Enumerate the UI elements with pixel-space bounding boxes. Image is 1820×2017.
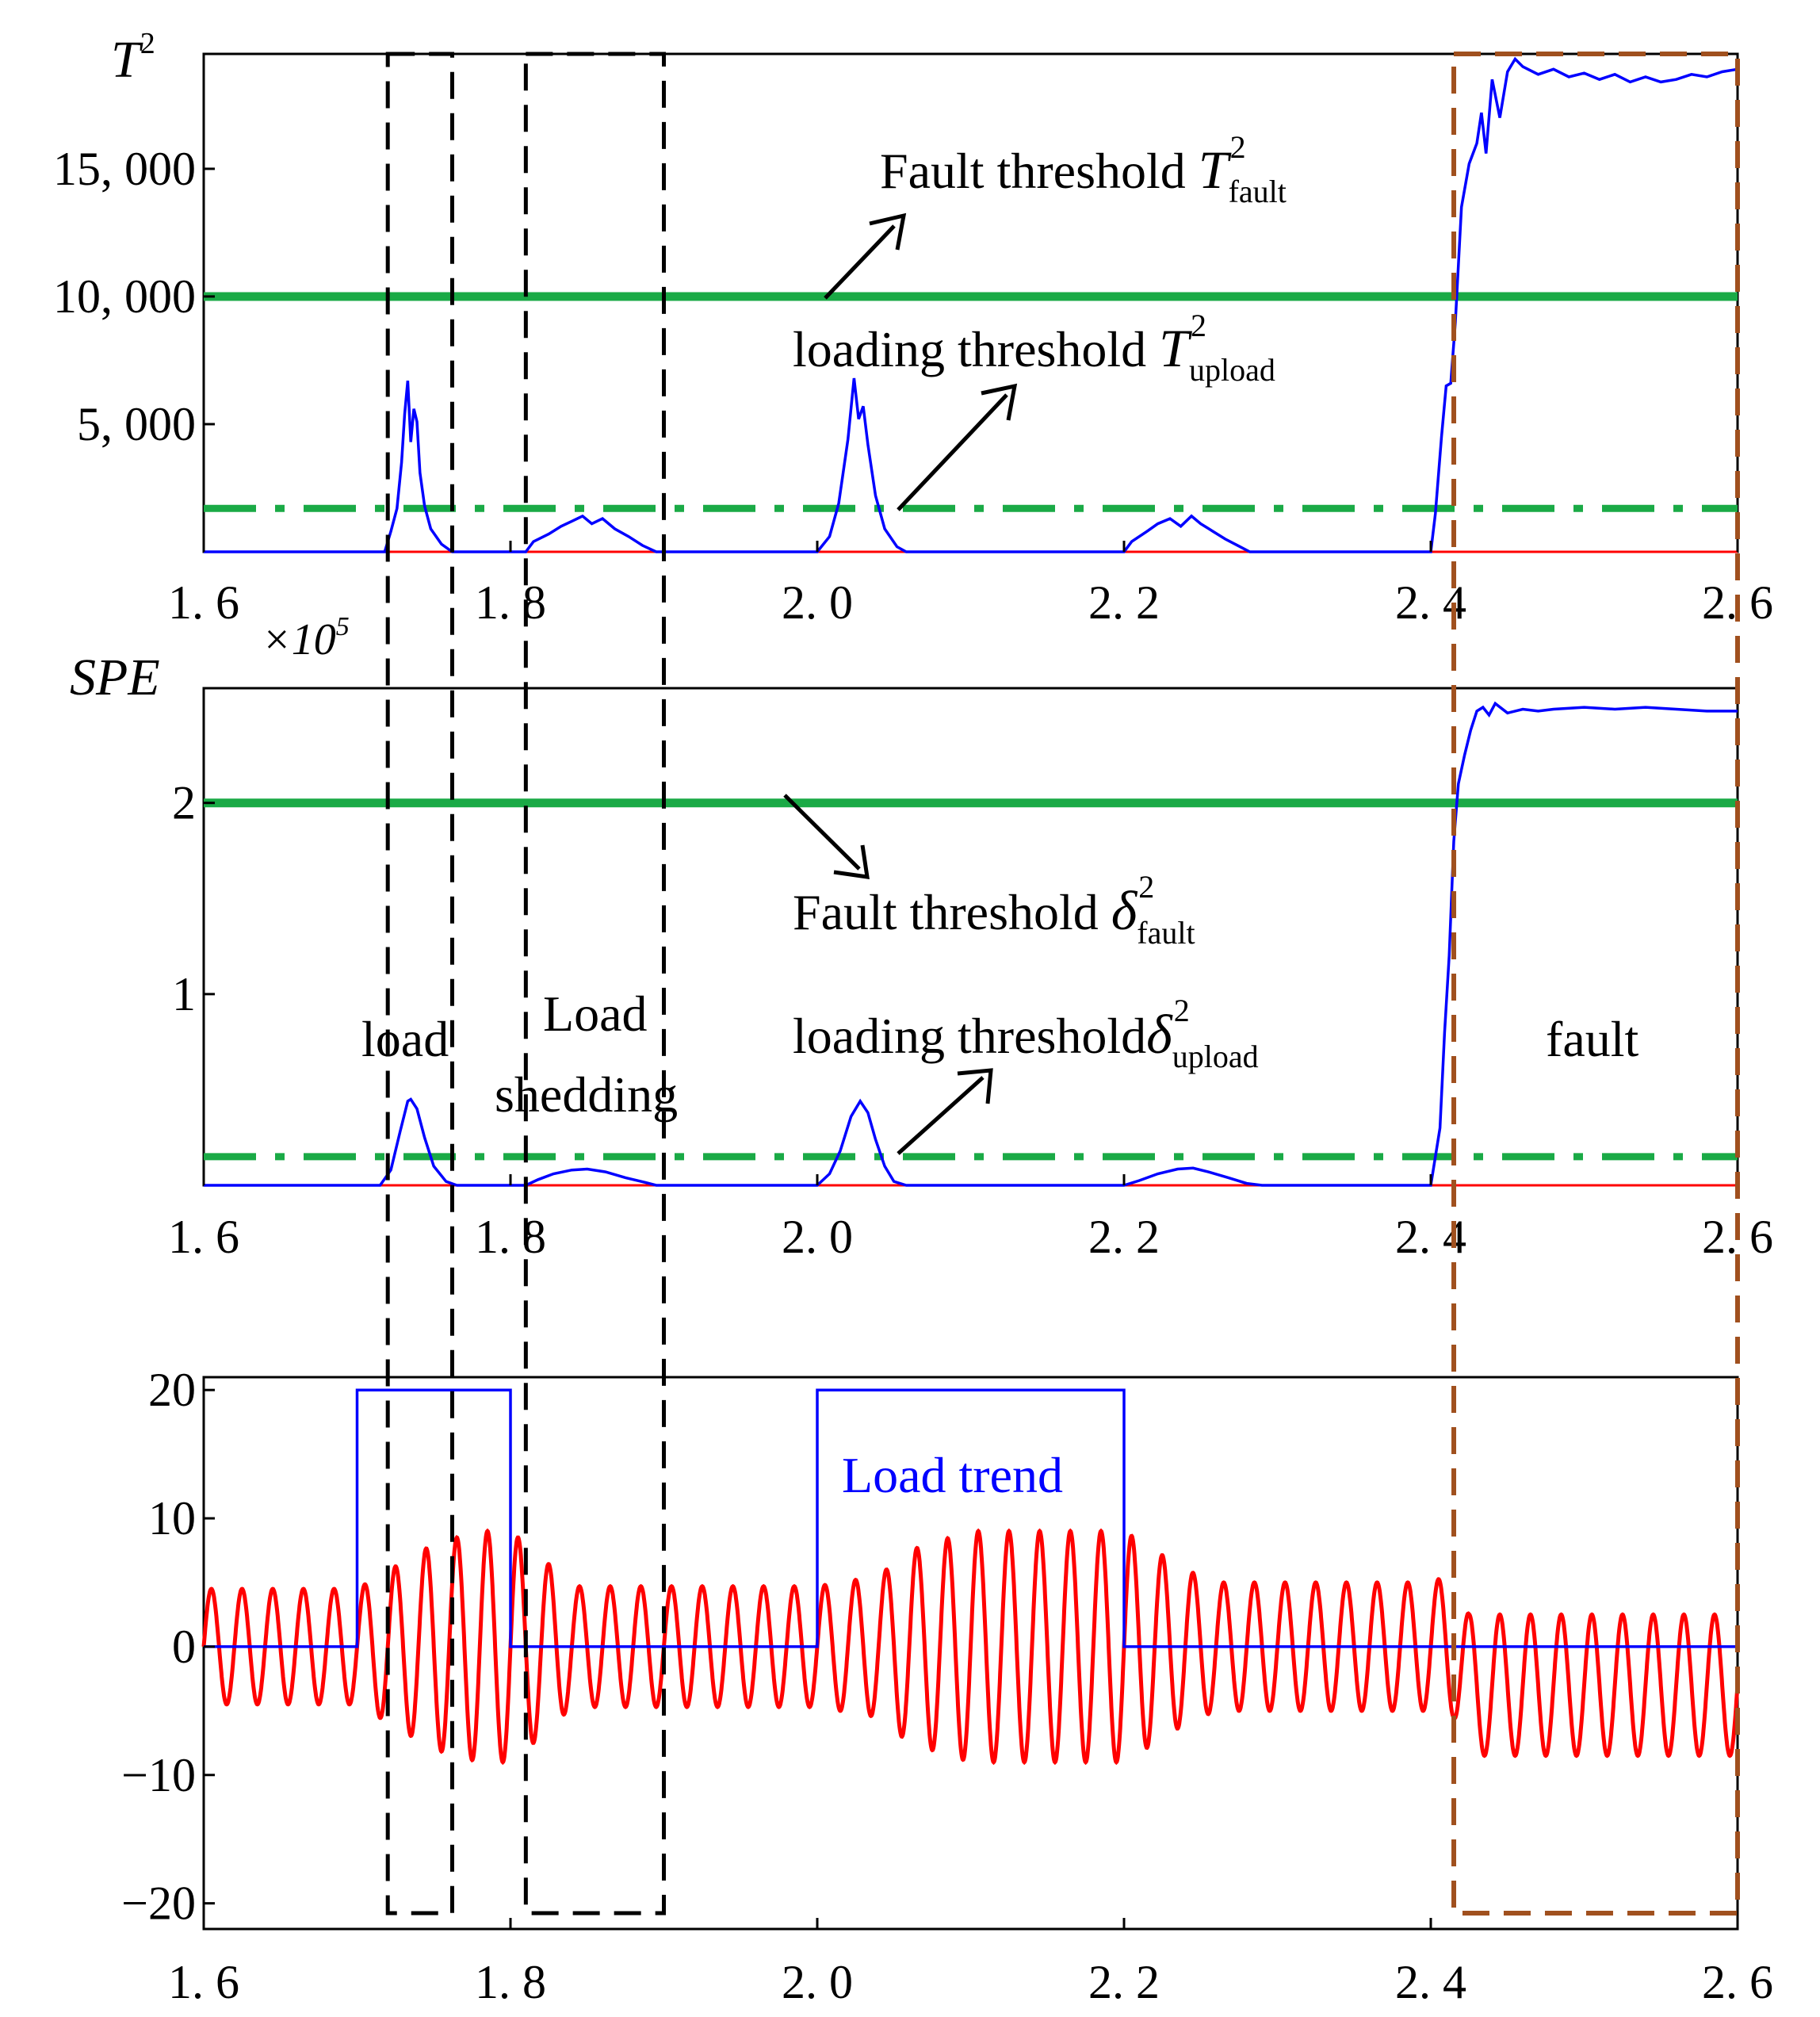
load-window-label: load <box>361 1011 449 1067</box>
t2-xtick-label-3: 2. 2 <box>1088 576 1160 629</box>
signal-ytick-label-1: −10 <box>121 1749 196 1801</box>
spe-ytick-label-0: 1 <box>172 968 196 1020</box>
signal-xtick-label-0: 1. 6 <box>168 1956 239 2008</box>
t2-xtick-label-2: 2. 0 <box>782 576 853 629</box>
spe-series-blue-line <box>204 701 1738 1187</box>
t2-loading-arrow <box>897 393 1008 511</box>
detection-window-1 <box>523 52 666 1916</box>
signal-plot-frame <box>202 1376 1739 1931</box>
spe-ylabel: SPE <box>70 649 160 706</box>
signal-series-blue-line <box>204 1388 1738 1648</box>
spe-series-group <box>204 701 1738 1187</box>
load-shedding-window-label-2: shedding <box>495 1066 678 1123</box>
t2-xtick-label-0: 1. 6 <box>168 576 239 629</box>
t2-ytick-label-1: 10, 000 <box>53 270 196 323</box>
spe-panel: 1. 6 1. 8 2. 0 2. 2 2. 4 2. 612 ×105 SPE Faul… <box>70 612 1773 1263</box>
signal-xtick-label-2: 2. 0 <box>782 1956 853 2008</box>
spe-axis-ticks: 1. 6 1. 8 2. 0 2. 2 2. 4 2. 612 <box>168 777 1773 1263</box>
signal-xtick-label-5: 2. 6 <box>1702 1956 1773 2008</box>
load-shedding-window-label-1: Load <box>543 986 648 1042</box>
signal-axis-ticks: 1. 6 1. 8 2. 0 2. 2 2. 4 2. 6 −20 −10 0 10 20 <box>121 1364 1773 2008</box>
fault-window-label: fault <box>1546 1011 1639 1067</box>
spe-fault-arrow <box>783 794 861 871</box>
detection-window-0 <box>385 52 454 1916</box>
signal-series-red-line <box>201 1528 1740 1766</box>
t2-ytick-label-0: 5, 000 <box>77 398 196 450</box>
spe-exponent-label: ×105 <box>262 612 350 664</box>
t2-series-blue-line <box>204 56 1738 553</box>
load-trend-label: Load trend <box>842 1447 1063 1503</box>
t2-loading-threshold-label: loading threshold T2 upload <box>793 308 1275 388</box>
t2-plot-frame <box>202 52 1739 553</box>
signal-xtick-label-1: 1. 8 <box>475 1956 546 2008</box>
spe-xtick-label-1: 1. 8 <box>475 1211 546 1263</box>
t2-loading-arrowhead <box>981 383 1018 421</box>
signal-ytick-label-0: −20 <box>121 1877 196 1930</box>
spe-loading-arrow <box>897 1076 985 1155</box>
signal-xtick-label-3: 2. 2 <box>1088 1956 1160 2008</box>
t2-fault-arrow <box>824 224 896 300</box>
signal-ytick-label-2: 0 <box>172 1621 196 1673</box>
t2-ylabel: T2 <box>111 27 155 89</box>
spe-xtick-label-2: 2. 0 <box>782 1211 853 1263</box>
spe-loading-threshold-label: loading thresholdδ2 upload <box>793 993 1259 1074</box>
spe-loading-arrowhead <box>957 1068 993 1104</box>
signal-panel: 1. 6 1. 8 2. 0 2. 2 2. 4 2. 6 −20 −10 0 10 20 Load… <box>121 1364 1773 2008</box>
spe-xtick-label-3: 2. 2 <box>1088 1211 1160 1263</box>
t2-series-group <box>204 56 1738 553</box>
t2-ytick-label-2: 15, 000 <box>53 143 196 195</box>
t2-fault-threshold-label: Fault threshold T2 fault <box>880 129 1287 209</box>
signal-ytick-label-3: 10 <box>148 1492 196 1544</box>
t2-fault-arrowhead <box>869 212 907 251</box>
spe-fault-arrowhead <box>833 844 870 879</box>
signal-xtick-label-4: 2. 4 <box>1395 1956 1466 2008</box>
spe-ytick-label-1: 2 <box>172 777 196 829</box>
signal-series-group <box>201 1388 1740 1766</box>
t2-xtick-label-1: 1. 8 <box>475 576 546 629</box>
spe-xtick-label-0: 1. 6 <box>168 1211 239 1263</box>
detection-windows <box>385 52 1741 1916</box>
spe-fault-threshold-label: Fault threshold δ2 fault <box>793 869 1195 951</box>
detection-window-2 <box>1451 52 1741 1916</box>
signal-ytick-label-4: 20 <box>148 1364 196 1416</box>
